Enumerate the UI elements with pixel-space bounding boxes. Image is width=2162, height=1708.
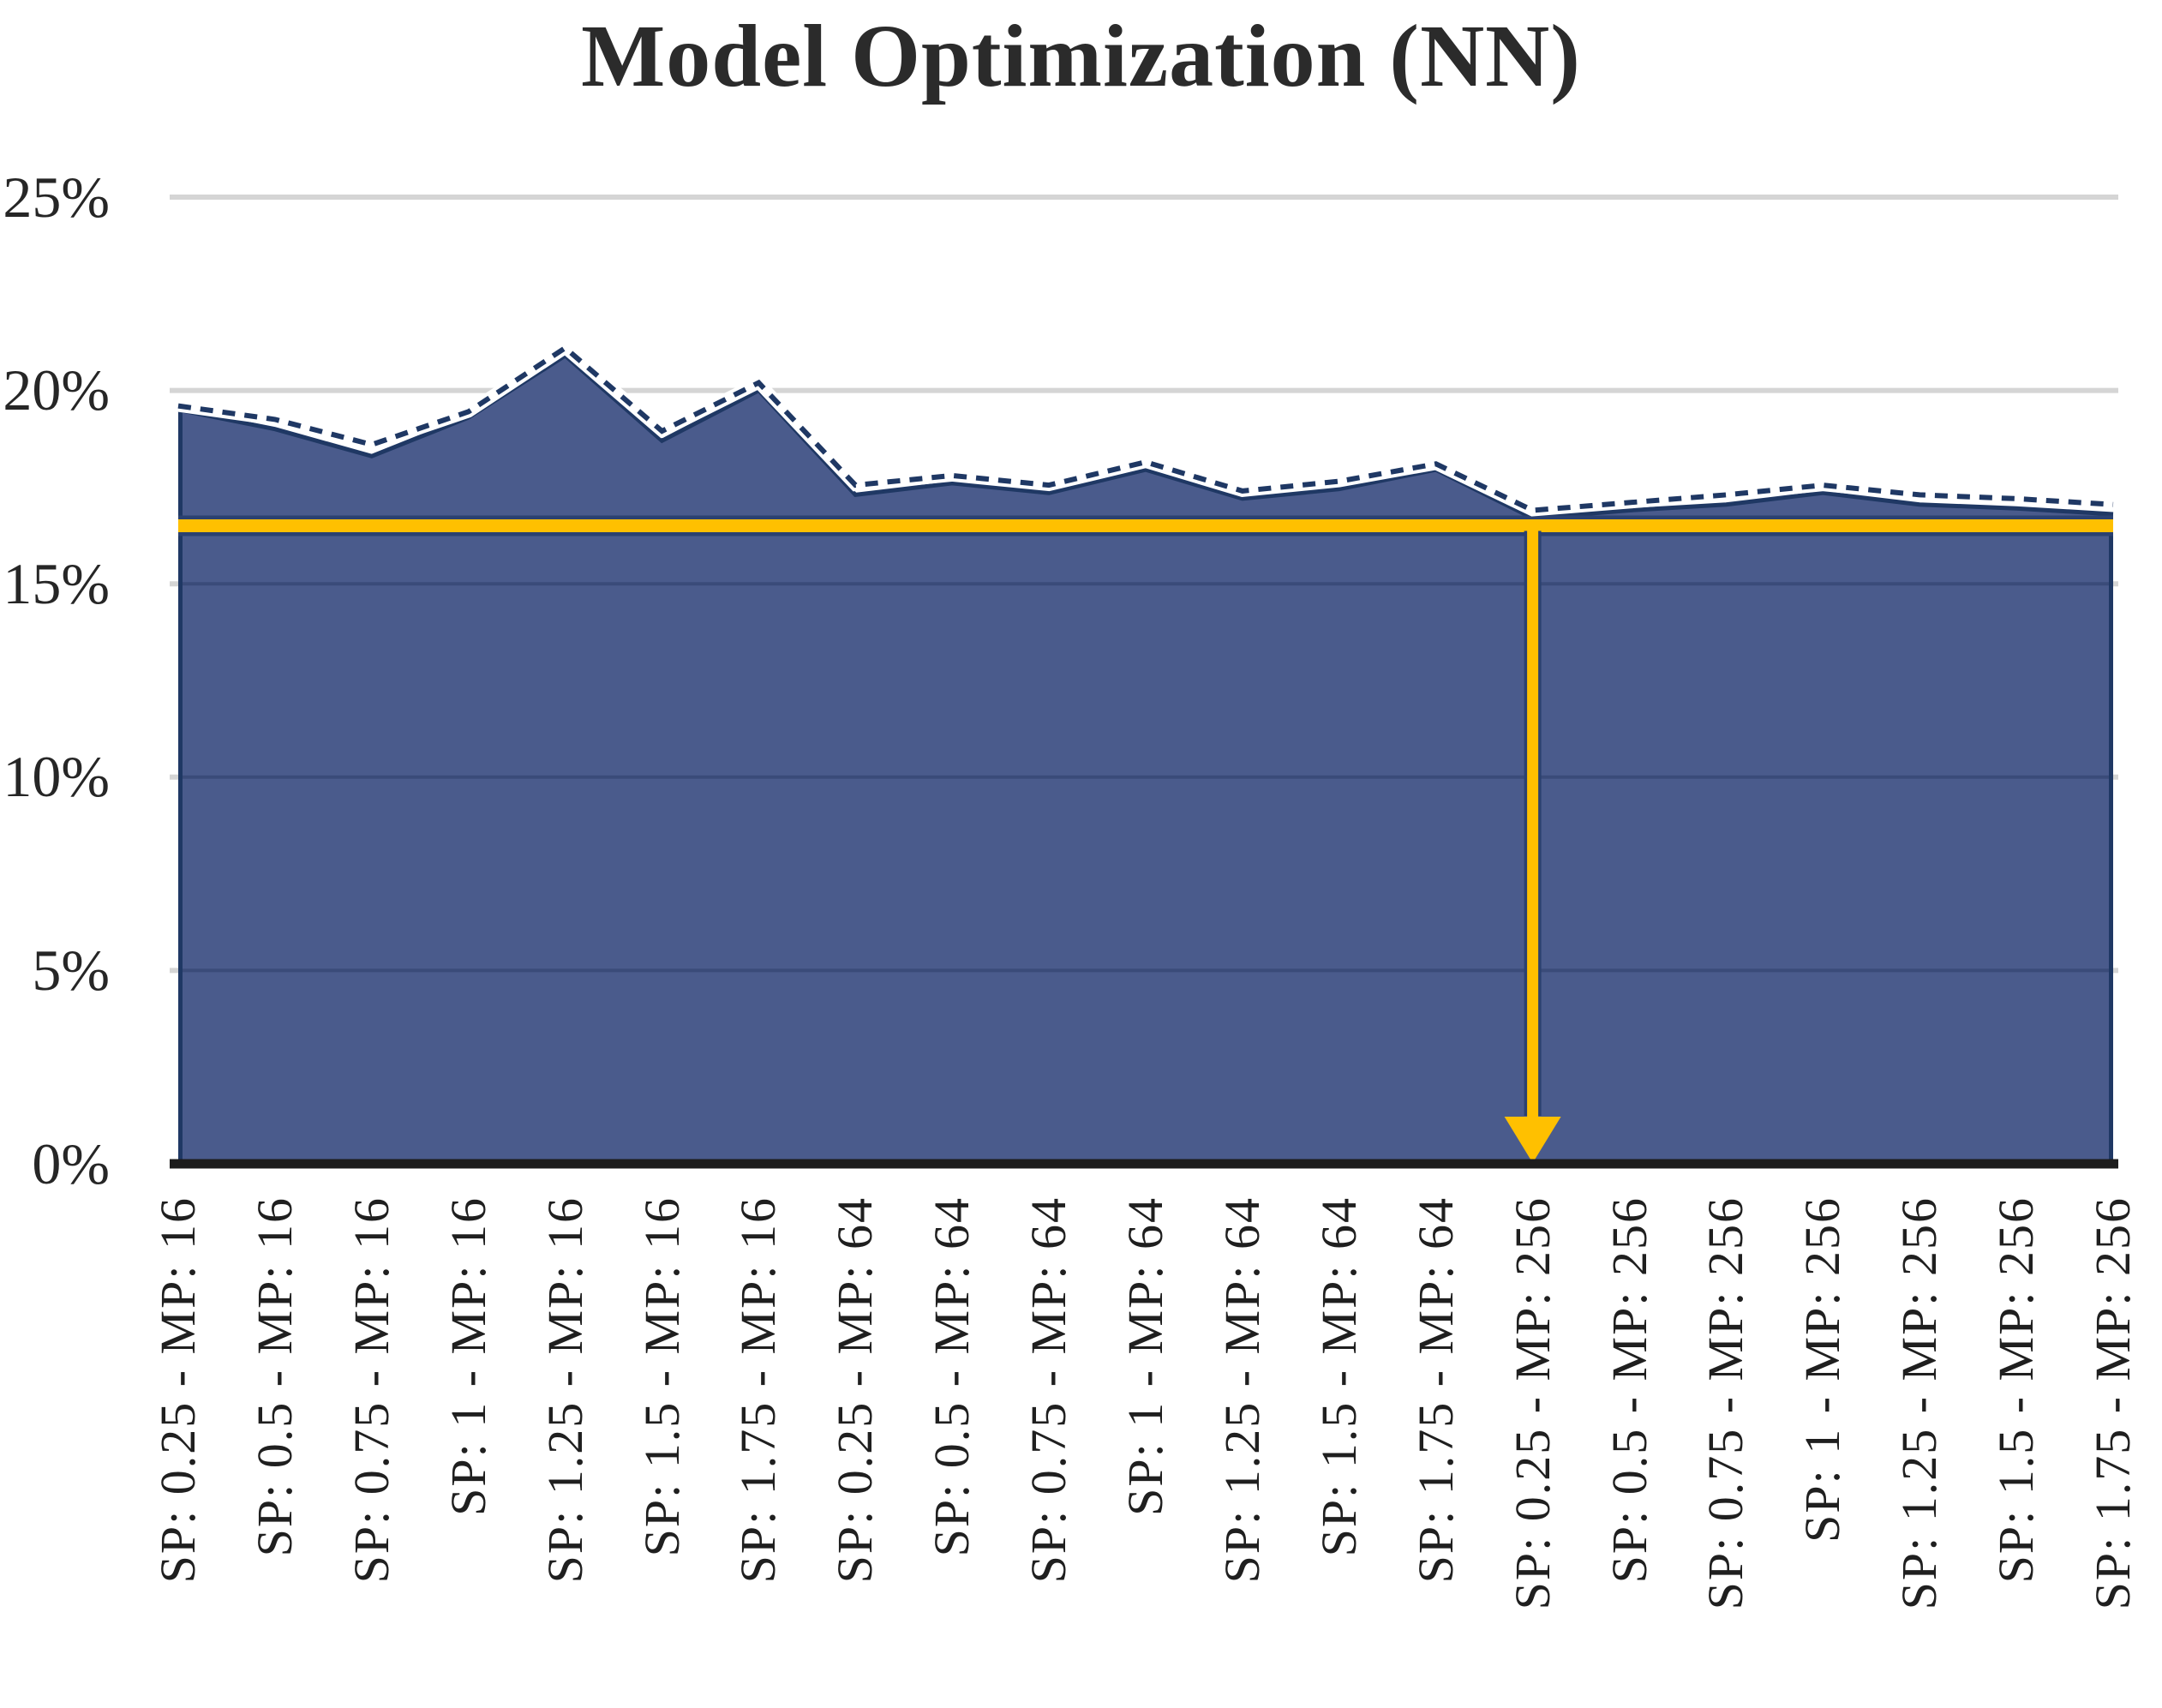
ytick-label: 0% xyxy=(32,1130,110,1196)
ytick-label: 15% xyxy=(3,550,110,616)
x-category-label: SP: 0.75 - MP: 64 xyxy=(1021,1196,1077,1584)
x-category-label: SP: 0.75 - MP: 256 xyxy=(1698,1196,1754,1610)
x-category-label: SP: 1.25 - MP: 256 xyxy=(1891,1196,1948,1610)
ytick-label: 10% xyxy=(3,744,110,810)
x-category-label: SP: 1.25 - MP: 16 xyxy=(536,1196,593,1584)
x-category-label: SP: 0.75 - MP: 16 xyxy=(343,1196,399,1584)
x-category-label: SP: 0.5 - MP: 64 xyxy=(924,1196,980,1557)
x-category-label: SP: 1 - MP: 256 xyxy=(1794,1196,1851,1543)
ytick-label: 25% xyxy=(3,164,110,230)
x-category-label: SP: 0.25 - MP: 64 xyxy=(827,1196,883,1584)
min-arrow-head xyxy=(1504,1117,1561,1163)
x-category-label: SP: 1.5 - MP: 64 xyxy=(1310,1196,1367,1557)
x-category-label: SP: 1 - MP: 64 xyxy=(1117,1196,1173,1516)
chart-title: Model Optimization (NN) xyxy=(581,7,1581,105)
x-category-label: SP: 1.5 - MP: 256 xyxy=(1988,1196,2045,1584)
x-category-label: SP: 0.25 - MP: 16 xyxy=(150,1196,206,1584)
x-category-label: SP: 1.75 - MP: 16 xyxy=(730,1196,787,1584)
area-series xyxy=(178,356,2113,1164)
x-category-label: SP: 1.25 - MP: 64 xyxy=(1213,1196,1270,1584)
x-category-label: SP: 1.75 - MP: 64 xyxy=(1407,1196,1464,1584)
x-category-label: SP: 0.25 - MP: 256 xyxy=(1504,1196,1560,1610)
ytick-label: 5% xyxy=(32,937,110,1003)
x-category-label: SP: 1 - MP: 16 xyxy=(440,1196,496,1516)
ytick-label: 20% xyxy=(3,357,110,423)
x-category-label: SP: 0.5 - MP: 16 xyxy=(246,1196,302,1557)
x-category-label: SP: 0.5 - MP: 256 xyxy=(1601,1196,1657,1584)
x-category-label: SP: 1.5 - MP: 16 xyxy=(633,1196,690,1557)
x-category-label: SP: 1.75 - MP: 256 xyxy=(2085,1196,2141,1610)
dashed-series xyxy=(177,345,2114,513)
